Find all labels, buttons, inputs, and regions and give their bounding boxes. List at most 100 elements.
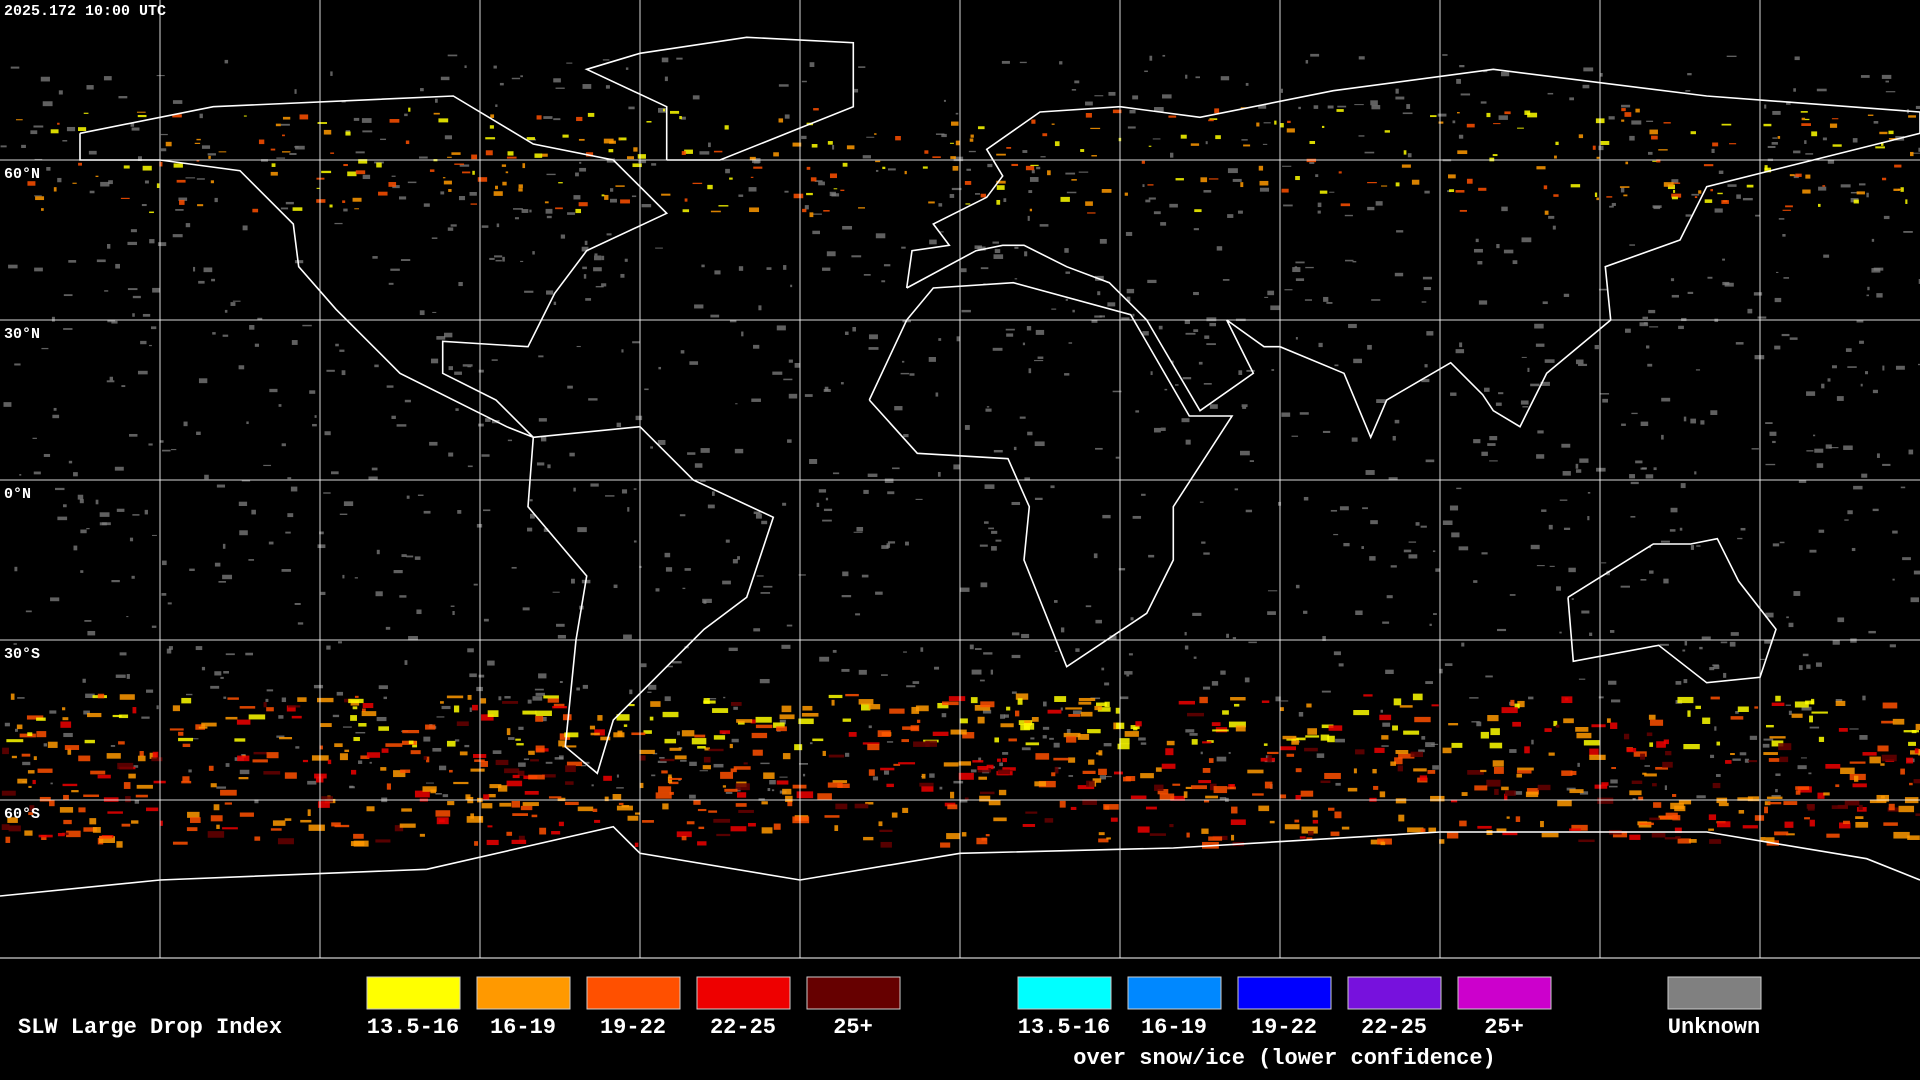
slw-speck (1124, 192, 1128, 196)
slw-speck (266, 707, 274, 712)
slw-speck (1737, 706, 1749, 712)
cloud-speck (959, 587, 970, 592)
cloud-speck (1202, 686, 1211, 690)
cloud-speck (1011, 654, 1021, 659)
cloud-speck (1327, 105, 1334, 109)
cloud-speck (1442, 54, 1448, 56)
slw-speck (279, 736, 293, 740)
slw-speck (353, 736, 360, 742)
cloud-speck (50, 782, 53, 785)
slw-speck (38, 834, 53, 838)
slw-speck (330, 152, 335, 154)
slw-speck (1644, 773, 1657, 777)
cloud-speck (491, 359, 498, 361)
cloud-speck (1690, 545, 1694, 550)
slw-speck (237, 755, 250, 762)
cloud-speck (507, 439, 513, 442)
slw-speck (986, 764, 994, 770)
cloud-speck (1169, 203, 1178, 208)
cloud-speck (1241, 139, 1248, 141)
cloud-speck (1351, 437, 1358, 442)
cloud-speck (616, 422, 622, 428)
cloud-speck (527, 699, 532, 704)
cloud-speck (732, 559, 738, 564)
cloud-speck (582, 266, 587, 270)
coastline (79, 95, 669, 439)
slw-speck (1486, 779, 1501, 787)
slw-speck (59, 807, 74, 813)
cloud-speck (546, 173, 556, 176)
slw-speck (1501, 707, 1518, 714)
slw-speck (1800, 111, 1808, 113)
cloud-speck (1371, 299, 1381, 301)
cloud-speck (430, 358, 439, 364)
cloud-speck (633, 488, 637, 490)
slw-speck (442, 177, 446, 179)
cloud-speck (1801, 706, 1812, 711)
slw-speck (1517, 127, 1524, 129)
cloud-speck (1644, 765, 1650, 767)
cloud-speck (1027, 431, 1033, 436)
cloud-speck (753, 628, 761, 632)
legend-swatch (586, 976, 681, 1010)
cloud-speck (1600, 72, 1603, 77)
cloud-speck (514, 217, 519, 220)
cloud-speck (1620, 187, 1625, 193)
cloud-speck (1361, 546, 1364, 549)
slw-speck (53, 187, 57, 192)
slw-speck (1247, 769, 1264, 774)
cloud-speck (556, 623, 565, 627)
slw-speck (1327, 735, 1335, 743)
cloud-speck (1836, 396, 1844, 401)
cloud-speck (779, 719, 786, 725)
cloud-speck (1694, 471, 1697, 475)
slw-speck (518, 188, 523, 192)
cloud-speck (100, 181, 110, 187)
slw-speck (1264, 781, 1273, 789)
slw-speck (863, 836, 874, 841)
slw-speck (517, 770, 525, 776)
cloud-speck (575, 172, 579, 177)
slw-speck (429, 169, 435, 172)
cloud-speck (141, 716, 150, 719)
cloud-speck (1004, 714, 1009, 718)
cloud-speck (152, 287, 160, 293)
slw-speck (1115, 707, 1120, 714)
cloud-speck (1375, 201, 1383, 206)
slw-speck (201, 722, 217, 727)
slw-speck (1854, 775, 1859, 782)
cloud-speck (1107, 302, 1116, 307)
cloud-speck (1228, 751, 1231, 754)
slw-speck (1094, 705, 1102, 711)
cloud-speck (868, 334, 878, 340)
slw-speck (5, 836, 11, 843)
cloud-speck (1026, 326, 1032, 331)
slw-speck (1915, 723, 1920, 730)
slw-speck (196, 160, 200, 162)
cloud-speck (1583, 67, 1594, 72)
cloud-speck (254, 343, 260, 347)
slw-speck (548, 796, 562, 799)
legend-title: SLW Large Drop Index (18, 1015, 282, 1040)
cloud-speck (400, 259, 411, 261)
cloud-speck (343, 208, 348, 212)
cloud-speck (1042, 735, 1047, 739)
cloud-speck (1248, 641, 1257, 644)
slw-speck (380, 767, 387, 771)
cloud-speck (1295, 584, 1300, 589)
cloud-speck (1246, 369, 1255, 372)
slw-speck (208, 155, 211, 159)
cloud-speck (193, 266, 196, 272)
cloud-speck (1170, 152, 1174, 158)
cloud-speck (1184, 320, 1190, 325)
slw-speck (592, 808, 598, 812)
slw-speck (462, 171, 471, 174)
slw-speck (345, 131, 351, 136)
cloud-speck (1460, 93, 1471, 96)
slw-speck (729, 177, 733, 180)
slw-speck (1624, 112, 1632, 117)
slw-speck (964, 797, 969, 800)
cloud-speck (771, 789, 775, 792)
cloud-speck (1571, 598, 1574, 600)
slw-speck (531, 814, 538, 818)
